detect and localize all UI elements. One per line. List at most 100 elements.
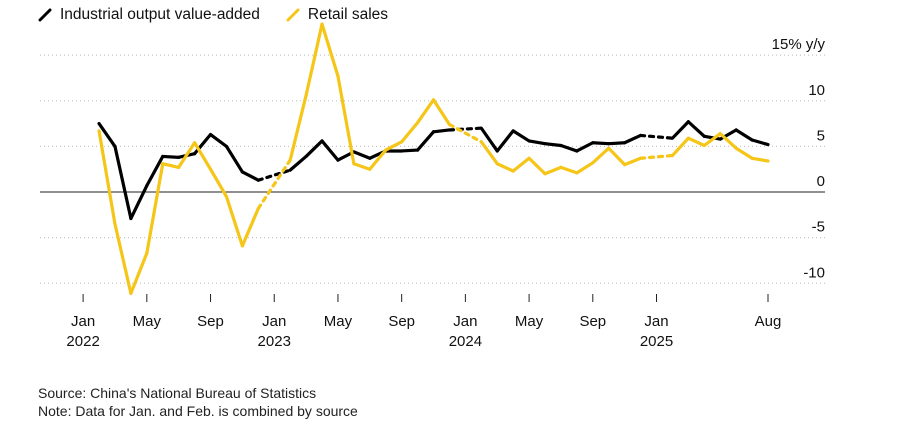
series-1-segment-8 [208,132,229,148]
series-2-segment-3 [129,251,149,295]
series-1-segment-25 [511,129,531,143]
series-2-segment-25 [511,156,531,173]
series-2-segment-32 [623,156,643,167]
x-tick-label-3: Jan [262,313,286,330]
line-chart: 15% y/y 10 5 0 -5 -10 Jan 2022 May Sep Jan 2023 May S… [40,22,826,350]
x-tick-label-5: Sep [388,313,415,330]
series-2-segment-6 [177,141,197,169]
series-1-segment-13 [304,139,324,159]
x-tick-label-7: May [515,313,544,330]
y-tick-label-5: -10 [803,264,825,281]
series-2-segment-7 [193,141,213,171]
y-tick-label-3: 0 [817,173,825,190]
series-2-segment-37 [718,132,738,150]
series-2-segment-18 [384,140,404,152]
legend-item-industrial-output: Industrial output value-added [38,6,260,24]
series-1-segment-30 [591,141,611,146]
series-2-segment-17 [368,148,388,171]
series-2-segment-30 [591,146,611,165]
series-1-segment-34 [670,120,690,140]
x-tick-year-0: 2022 [66,333,99,350]
series-2-segment-23 [479,140,499,166]
legend-label-industrial-output: Industrial output value-added [60,6,260,23]
series-2-segment-29 [575,161,595,175]
x-tick-label-9: Jan [644,313,668,330]
data-note: Note: Data for Jan. and Feb. is combined… [38,403,358,419]
series-1-segment-9 [224,144,244,174]
source-note: Source: China's National Bureau of Stati… [38,385,317,401]
y-tick-label-1: 10 [808,82,825,99]
series-1-segment-22 [447,126,483,132]
series-1-segment-20 [415,130,436,152]
series-1-segment-24 [495,129,515,153]
series-2-segment-26 [527,156,547,176]
series-1-segment-31 [607,141,627,146]
series-1-segment-39 [750,138,770,147]
series-1-segment-27 [543,142,563,148]
y-tick-label-0: 15% y/y [772,36,826,53]
series-2-segment-1 [97,129,117,226]
series-1-segment-38 [734,128,754,142]
series-2-segment-22 [447,122,483,144]
series-1-segment-19 [400,148,420,153]
legend-label-retail-sales: Retail sales [307,6,389,23]
series-1-segment-21 [431,128,452,134]
series-2-segment-13 [304,22,324,97]
legend-swatch-retail-sales [286,8,300,22]
x-tick-label-10: Aug [755,313,782,330]
series-2-segment-34 [670,136,690,158]
chart-legend: Industrial output value-added Retail sal… [38,6,388,24]
series-2-segment-31 [607,146,627,167]
series-1-segment-2 [113,144,133,221]
x-tick-label-1: May [133,313,162,330]
series-2-segment-2 [113,222,133,295]
series-2-segment-9 [224,195,244,248]
x-tick-label-6: Jan [453,313,477,330]
footnote: Source: China's National Bureau of Stati… [38,384,358,420]
x-tick-year-6: 2024 [449,333,482,350]
series-2-segment-12 [288,93,308,162]
series-2-segment-5 [161,162,181,169]
x-tick-label-0: Jan [71,313,95,330]
y-tick-label-2: 5 [817,127,825,144]
series-2-segment-15 [336,74,356,166]
series-1-segment-14 [320,139,340,162]
series-2-segment-16 [352,162,372,171]
series-2-segment-39 [750,156,770,163]
series-2-segment-20 [415,98,436,125]
series-2-segment-4 [145,162,165,255]
series-1-segment-29 [575,141,595,153]
series-2-segment-8 [208,167,229,199]
series-2-segment-28 [559,165,579,175]
x-tick-year-9: 2025 [640,333,673,350]
legend-item-retail-sales: Retail sales [286,6,388,24]
series-1-segment-7 [193,132,213,156]
series-2-segment-11 [256,158,292,211]
series-1-segment-3 [129,184,149,221]
series-1-segment-5 [161,154,181,159]
series-2-segment-33 [638,153,675,160]
series-1-segment-32 [623,133,643,145]
series-1-segment-28 [559,143,579,153]
x-tick-label-8: Sep [579,313,606,330]
x-tick-label-2: Sep [197,313,224,330]
legend-swatch-industrial-output [38,8,52,22]
x-tick-year-3: 2023 [258,333,291,350]
x-tick-label-4: May [324,313,353,330]
series-1-segment-1 [97,121,117,148]
series-1-segment-26 [527,139,547,146]
series-2-segment-35 [686,136,706,148]
series-2-segment-36 [702,132,722,148]
series-2-segment-19 [400,121,420,144]
series-1-segment-11 [256,168,292,182]
series-1-segment-23 [479,126,499,153]
series-2-segment-24 [495,162,515,173]
series-2-segment-14 [320,22,340,78]
series-2-segment-27 [543,165,563,176]
series-2-segment-21 [431,98,452,127]
series-1-segment-4 [145,154,165,188]
series-1-segment-16 [352,150,372,160]
y-tick-label-4: -5 [812,219,825,236]
series-1-segment-33 [638,133,675,140]
series-1-segment-12 [288,154,308,172]
